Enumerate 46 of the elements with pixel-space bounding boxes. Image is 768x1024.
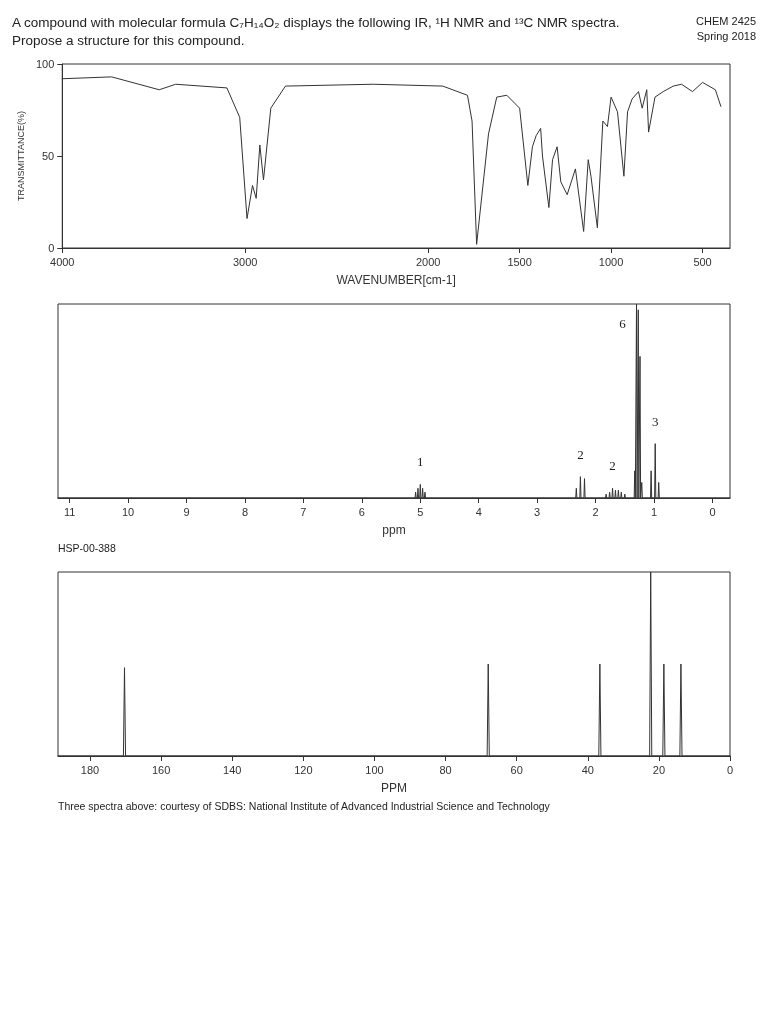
x-tick-label: 120: [294, 763, 313, 776]
x-axis-title: PPM: [380, 781, 408, 795]
x-axis-title: ppm: [382, 523, 406, 537]
x-tick-label: 9: [183, 505, 190, 518]
x-tick-label: 500: [693, 255, 712, 268]
x-tick-label: 3000: [232, 255, 258, 268]
x-tick-label: 4000: [50, 255, 75, 268]
text: Three spectra above: courtesy of SDBS: National Institute of Advanced Industrial Science and Technology: [58, 800, 551, 812]
chart-title: A compound with molecular formula C₇H₁₄O₂ displays the following IR, ¹H NMR and ¹³C NMR spectra.: [12, 14, 620, 32]
x-tick-label: 6: [358, 505, 365, 518]
chart-subtitle: Propose a structure for this compound.: [12, 32, 246, 50]
x-tick-label: 180: [80, 763, 100, 776]
x-tick-label: 8: [241, 505, 249, 518]
x-axis-title: WAVENUMBER[cm-1]: [336, 273, 456, 287]
y-tick-label: 0: [48, 242, 55, 254]
x-tick-label: 40: [581, 763, 594, 776]
x-tick-label: 10: [122, 505, 135, 518]
x-tick-label: 0: [709, 505, 716, 518]
x-tick-label: 80: [439, 763, 452, 776]
y-tick-label: 100: [35, 58, 55, 70]
x-tick-label: 5: [417, 505, 424, 518]
x-tick-label: 3: [534, 505, 541, 518]
x-tick-label: 60: [510, 763, 523, 776]
x-tick-label: 1000: [598, 255, 624, 268]
x-tick-label: 4: [475, 505, 482, 518]
x-tick-label: 1: [650, 505, 658, 518]
x-tick-label: 11: [63, 505, 76, 518]
y-axis-title: TRANSMITTANCE(%): [15, 111, 26, 201]
text: Spring 2018: [696, 29, 756, 44]
x-tick-label: 2: [592, 505, 599, 518]
x-tick-label: 7: [300, 505, 307, 518]
text: CHEM 2425: [696, 14, 756, 29]
x-tick-label: 20: [652, 763, 666, 776]
annotation: 1: [417, 454, 424, 470]
text: HSP-00-388: [58, 542, 117, 554]
annotation: 2: [609, 458, 616, 474]
x-tick-label: 160: [151, 763, 171, 776]
annotation: 3: [651, 413, 659, 429]
x-tick-label: 1500: [507, 255, 532, 268]
x-tick-label: 2000: [415, 255, 441, 268]
x-tick-label: 0: [726, 763, 734, 776]
annotation: 6: [619, 316, 627, 331]
y-tick-label: 50: [42, 150, 55, 162]
annotation: 2: [577, 446, 584, 462]
x-tick-label: 100: [365, 763, 384, 776]
x-tick-label: 140: [223, 763, 242, 776]
